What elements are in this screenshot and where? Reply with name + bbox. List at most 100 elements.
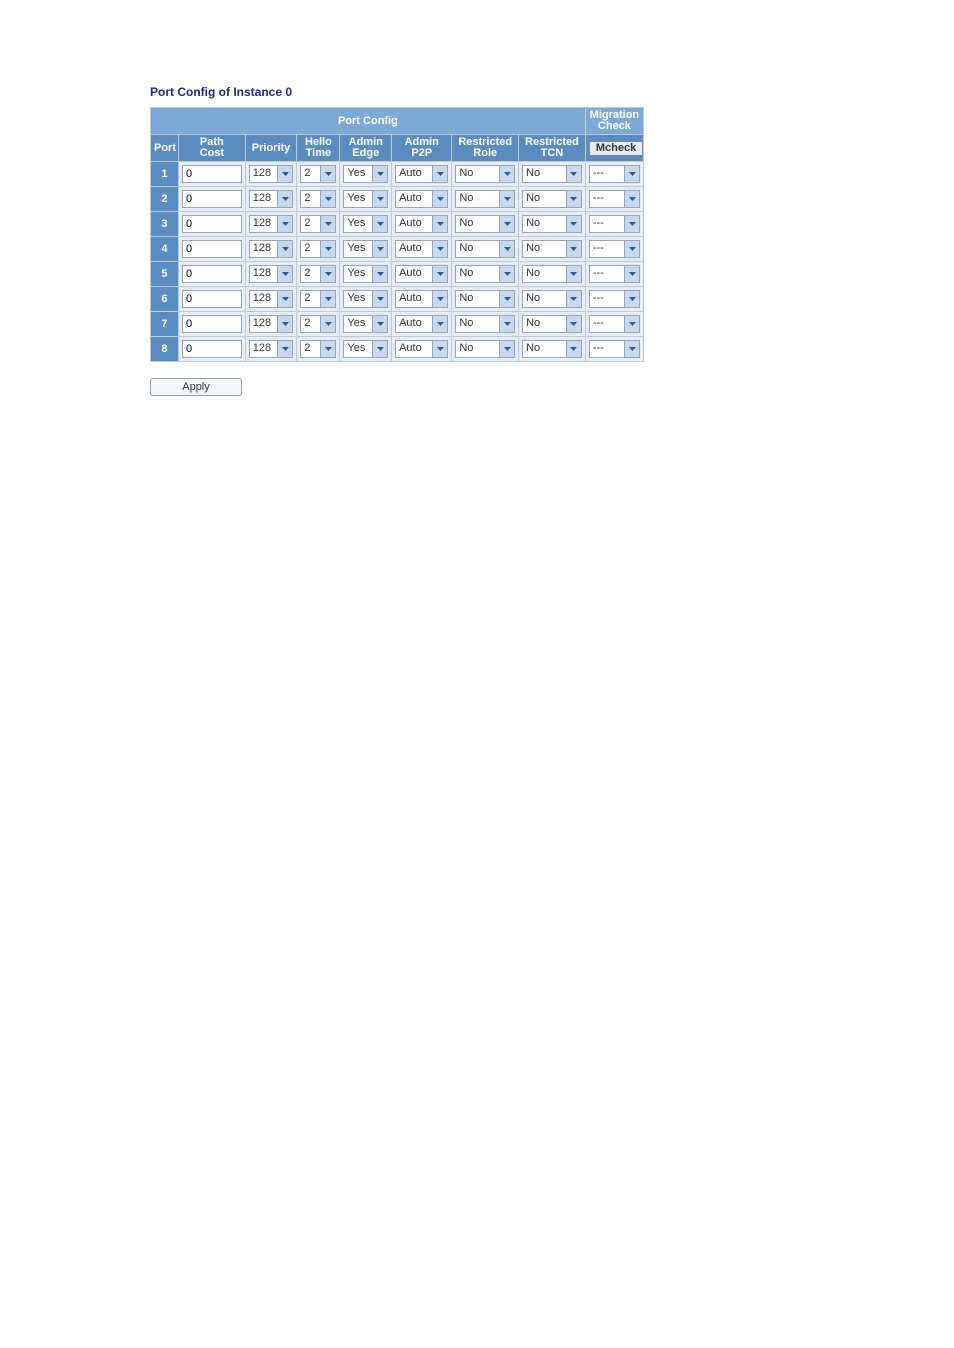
admin-edge-select[interactable]: Yes: [343, 340, 388, 358]
restricted-tcn-select[interactable]: No: [522, 190, 582, 208]
chevron-down-icon: [499, 216, 514, 232]
chevron-down-icon: [624, 241, 639, 257]
hello-time-select[interactable]: 2: [300, 315, 336, 333]
restricted-tcn-select[interactable]: No: [522, 240, 582, 258]
priority-select[interactable]: 128: [249, 165, 294, 183]
restricted-role-select[interactable]: No: [455, 290, 515, 308]
admin-edge-select[interactable]: Yes: [343, 265, 388, 283]
restricted-tcn-select[interactable]: No: [522, 215, 582, 233]
port-number: 6: [151, 287, 179, 312]
hello-time-select[interactable]: 2: [300, 190, 336, 208]
admin-p2p-select[interactable]: Auto: [395, 240, 448, 258]
port-number: 3: [151, 212, 179, 237]
chevron-down-icon: [277, 191, 292, 207]
hello-time-select[interactable]: 2: [300, 165, 336, 183]
restricted-tcn-select[interactable]: No: [522, 265, 582, 283]
path-cost-input[interactable]: [182, 340, 242, 358]
chevron-down-icon: [566, 216, 581, 232]
migration-select[interactable]: ---: [589, 340, 640, 358]
admin-edge-select[interactable]: Yes: [343, 240, 388, 258]
chevron-down-icon: [320, 216, 335, 232]
priority-select[interactable]: 128: [249, 240, 294, 258]
hello-time-select[interactable]: 2: [300, 240, 336, 258]
priority-select[interactable]: 128: [249, 340, 294, 358]
chevron-down-icon: [320, 166, 335, 182]
restricted-role-select[interactable]: No: [455, 265, 515, 283]
admin-p2p-select[interactable]: Auto: [395, 165, 448, 183]
admin-edge-select[interactable]: Yes: [343, 190, 388, 208]
path-cost-input[interactable]: [182, 240, 242, 258]
migration-select[interactable]: ---: [589, 190, 640, 208]
chevron-down-icon: [499, 166, 514, 182]
table-row: 51282YesAutoNoNo---: [151, 262, 644, 287]
admin-edge-select[interactable]: Yes: [343, 215, 388, 233]
path-cost-input[interactable]: [182, 265, 242, 283]
path-cost-input[interactable]: [182, 215, 242, 233]
priority-select[interactable]: 128: [249, 290, 294, 308]
restricted-role-select[interactable]: No: [455, 315, 515, 333]
admin-edge-select[interactable]: Yes: [343, 315, 388, 333]
table-row: 7 128 2 Yes Auto No No ---: [151, 312, 644, 337]
hello-time-select[interactable]: 2: [300, 290, 336, 308]
col-header: AdminEdge: [340, 135, 392, 162]
priority-select[interactable]: 128: [249, 315, 294, 333]
chevron-down-icon: [566, 191, 581, 207]
migration-select[interactable]: ---: [589, 215, 640, 233]
port-number: 7: [151, 312, 179, 337]
port-config-table: Port Config Migration Check PortPathCost…: [150, 107, 644, 362]
port-number: 4: [151, 237, 179, 262]
table-row: 4 128 2 Yes Auto No No ---: [151, 237, 644, 262]
migration-select[interactable]: ---: [589, 265, 640, 283]
table-row: 21282YesAutoNoNo---: [151, 187, 644, 212]
admin-edge-select[interactable]: Yes: [343, 165, 388, 183]
hello-time-select[interactable]: 2: [300, 215, 336, 233]
migration-select[interactable]: ---: [589, 290, 640, 308]
priority-select[interactable]: 128: [249, 265, 294, 283]
restricted-tcn-select[interactable]: No: [522, 165, 582, 183]
priority-select[interactable]: 128: [249, 215, 294, 233]
chevron-down-icon: [499, 341, 514, 357]
chevron-down-icon: [499, 241, 514, 257]
chevron-down-icon: [277, 316, 292, 332]
chevron-down-icon: [372, 216, 387, 232]
admin-p2p-select[interactable]: Auto: [395, 265, 448, 283]
table-row: 11282YesAutoNoNo---: [151, 162, 644, 187]
restricted-role-select[interactable]: No: [455, 240, 515, 258]
restricted-tcn-select[interactable]: No: [522, 340, 582, 358]
restricted-role-select[interactable]: No: [455, 340, 515, 358]
hello-time-select[interactable]: 2: [300, 265, 336, 283]
path-cost-input[interactable]: [182, 165, 242, 183]
chevron-down-icon: [277, 266, 292, 282]
migration-select[interactable]: ---: [589, 315, 640, 333]
path-cost-input[interactable]: [182, 290, 242, 308]
migration-select[interactable]: ---: [589, 240, 640, 258]
admin-p2p-select[interactable]: Auto: [395, 290, 448, 308]
restricted-role-select[interactable]: No: [455, 165, 515, 183]
admin-p2p-select[interactable]: Auto: [395, 340, 448, 358]
chevron-down-icon: [320, 266, 335, 282]
migration-select[interactable]: ---: [589, 165, 640, 183]
chevron-down-icon: [566, 291, 581, 307]
chevron-down-icon: [566, 341, 581, 357]
restricted-tcn-select[interactable]: No: [522, 290, 582, 308]
table-banner-migration: Migration Check: [585, 108, 643, 135]
path-cost-input[interactable]: [182, 315, 242, 333]
admin-p2p-select[interactable]: Auto: [395, 190, 448, 208]
priority-select[interactable]: 128: [249, 190, 294, 208]
admin-p2p-select[interactable]: Auto: [395, 215, 448, 233]
mcheck-button[interactable]: Mcheck: [589, 141, 643, 156]
page-title: Port Config of Instance 0: [150, 85, 830, 99]
hello-time-select[interactable]: 2: [300, 340, 336, 358]
chevron-down-icon: [432, 166, 447, 182]
apply-button[interactable]: Apply: [150, 378, 242, 396]
path-cost-input[interactable]: [182, 190, 242, 208]
restricted-role-select[interactable]: No: [455, 190, 515, 208]
chevron-down-icon: [320, 341, 335, 357]
restricted-role-select[interactable]: No: [455, 215, 515, 233]
chevron-down-icon: [320, 291, 335, 307]
chevron-down-icon: [372, 341, 387, 357]
admin-edge-select[interactable]: Yes: [343, 290, 388, 308]
chevron-down-icon: [432, 191, 447, 207]
restricted-tcn-select[interactable]: No: [522, 315, 582, 333]
admin-p2p-select[interactable]: Auto: [395, 315, 448, 333]
